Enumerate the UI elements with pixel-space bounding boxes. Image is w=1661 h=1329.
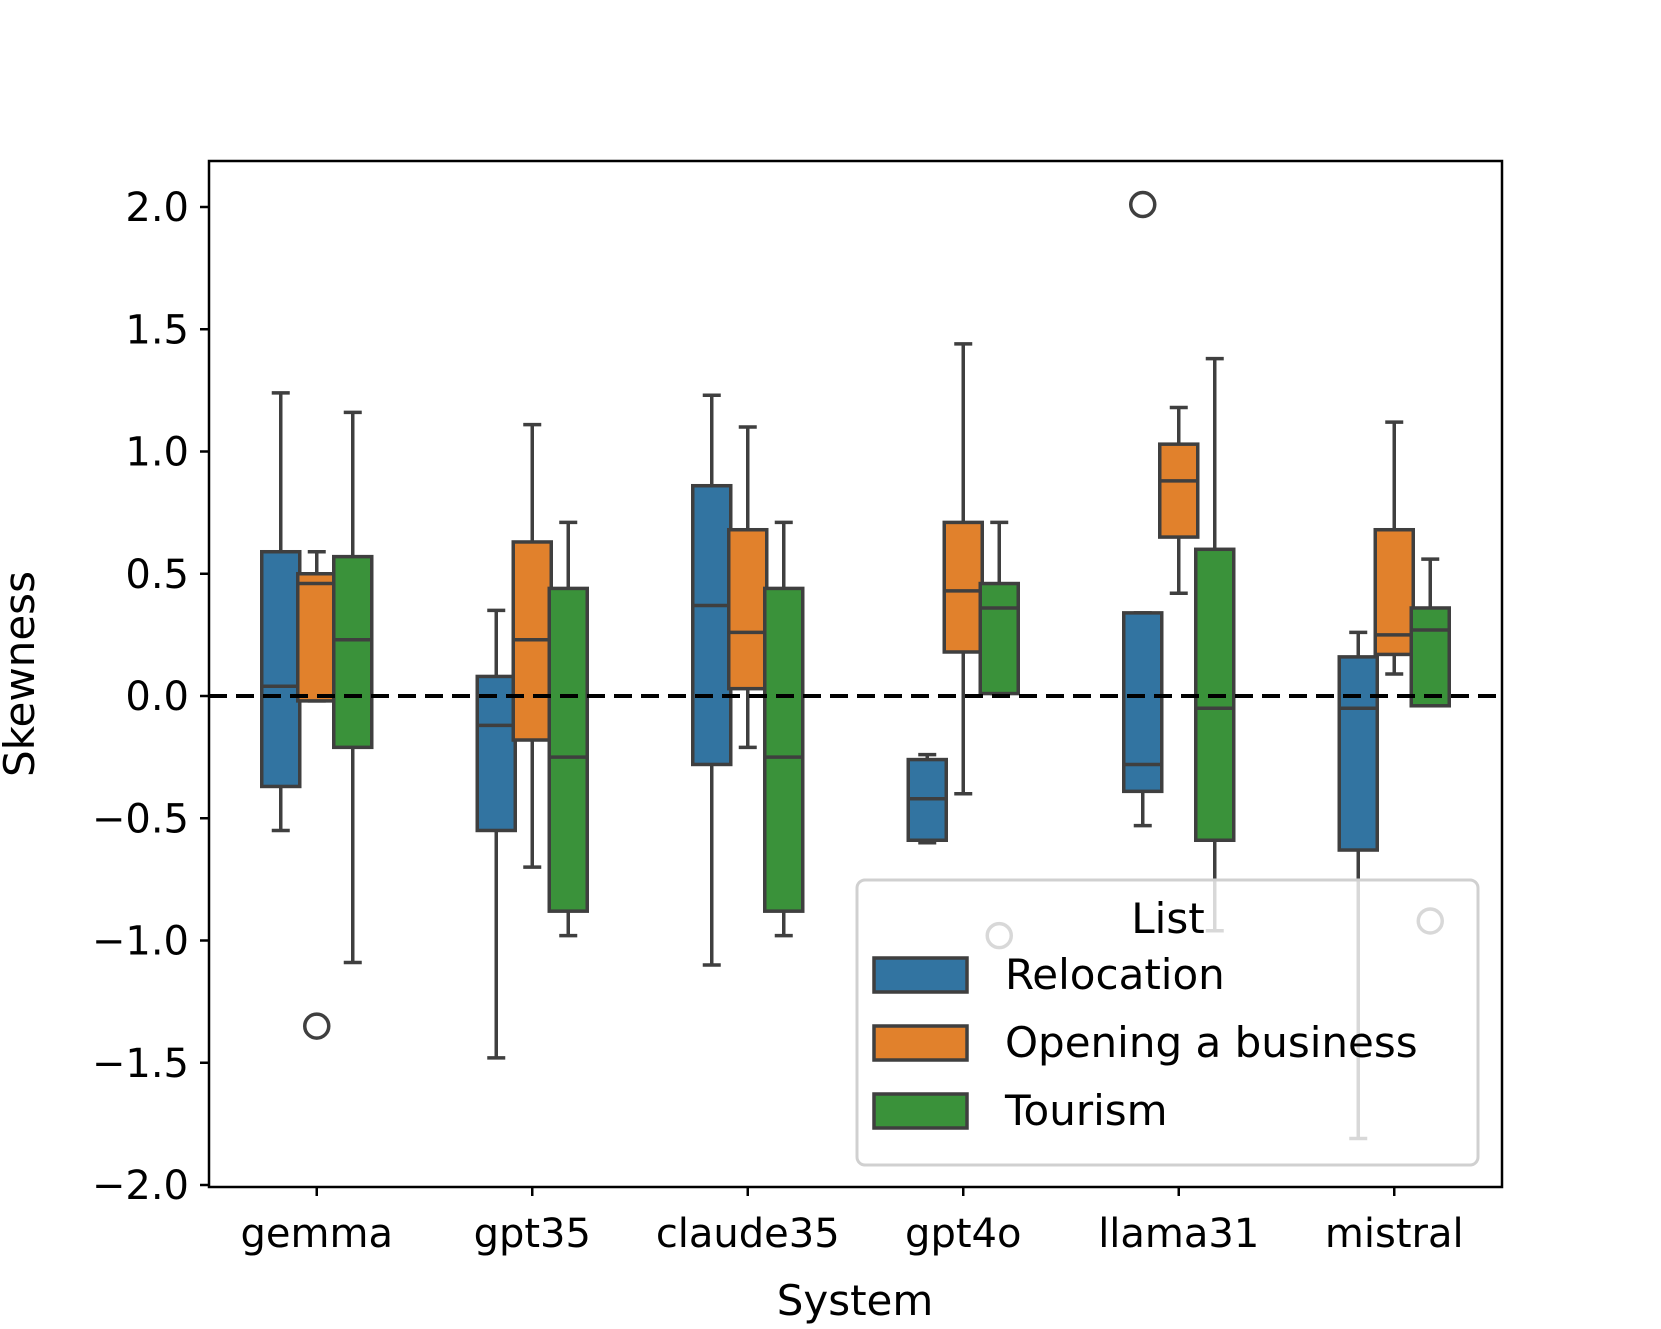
- box-gpt4o-1: [942, 342, 984, 796]
- y-axis-ticks: −2.0 −1.5 −1.0 −0.5 0.0 0.5 1.0 1.5 2.0: [92, 185, 209, 1209]
- outlier-point: [1129, 190, 1157, 219]
- legend: List Relocation Opening a business Tourism: [855, 878, 1480, 1167]
- iqr-box: [1122, 611, 1164, 794]
- x-tick-label: mistral: [1325, 1211, 1464, 1257]
- x-tick-label: gpt4o: [905, 1211, 1021, 1257]
- y-tick-label: 0.0: [125, 674, 189, 720]
- legend-items: Relocation Opening a business Tourism: [872, 950, 1418, 1135]
- iqr-box: [1337, 655, 1379, 852]
- y-tick-label: 0.5: [125, 552, 189, 598]
- y-tick-label: −1.0: [92, 919, 189, 965]
- y-tick-label: 1.5: [125, 307, 189, 353]
- x-axis-ticks: gemma gpt35 claude35 gpt4o llama31 mistral: [241, 1187, 1464, 1257]
- x-tick-label: gpt35: [474, 1211, 591, 1257]
- iqr-box: [260, 549, 302, 789]
- legend-swatch: [872, 956, 969, 994]
- iqr-box: [942, 520, 984, 654]
- x-tick-label: gemma: [241, 1211, 393, 1257]
- box-gpt35-2: [547, 520, 589, 938]
- y-axis-label: Skewness: [0, 571, 44, 777]
- y-tick-label: −0.5: [92, 796, 189, 842]
- box-mistral-2: [1409, 557, 1451, 935]
- box-gemma-0: [260, 391, 302, 833]
- iqr-box: [332, 554, 374, 750]
- iqr-box: [691, 483, 733, 767]
- y-tick-label: 2.0: [125, 185, 189, 231]
- x-axis-label: System: [777, 1276, 934, 1325]
- iqr-box: [547, 586, 589, 913]
- box-claude35-1: [727, 425, 769, 750]
- box-gpt4o-0: [906, 752, 948, 845]
- legend-swatch: [872, 1024, 969, 1062]
- iqr-box: [1409, 606, 1451, 708]
- box-gpt35-0: [475, 608, 517, 1060]
- legend-item: Relocation: [872, 950, 1225, 999]
- iqr-box: [475, 674, 517, 833]
- box-gpt4o-2: [978, 520, 1020, 950]
- x-tick-label: claude35: [656, 1211, 840, 1257]
- iqr-box: [1158, 442, 1200, 539]
- legend-title: List: [1131, 894, 1204, 943]
- iqr-box: [978, 581, 1020, 696]
- box-llama31-0: [1122, 190, 1164, 828]
- iqr-box: [763, 586, 805, 913]
- legend-frame: [855, 878, 1480, 1167]
- x-tick-label: llama31: [1098, 1211, 1259, 1257]
- box-llama31-1: [1158, 405, 1200, 596]
- box-mistral-1: [1373, 420, 1415, 676]
- legend-label: Relocation: [1005, 950, 1225, 999]
- y-tick-label: −2.0: [92, 1163, 189, 1209]
- legend-item: Tourism: [872, 1086, 1168, 1135]
- box-claude35-0: [691, 393, 733, 967]
- legend-label: Opening a business: [1005, 1018, 1418, 1067]
- box-gpt35-1: [511, 422, 553, 869]
- outlier-point: [303, 1012, 331, 1040]
- box-gemma-1: [296, 549, 338, 1040]
- legend-item: Opening a business: [872, 1018, 1418, 1067]
- y-tick-label: −1.5: [92, 1041, 189, 1087]
- plot-area: [209, 190, 1502, 1141]
- iqr-box: [296, 572, 338, 703]
- box-claude35-2: [763, 520, 805, 938]
- box-gemma-2: [332, 410, 374, 965]
- box-llama31-2: [1194, 356, 1236, 933]
- y-tick-label: 1.0: [125, 430, 189, 476]
- legend-label: Tourism: [1004, 1086, 1168, 1135]
- axes-frame: [207, 159, 1504, 1189]
- legend-swatch: [872, 1092, 969, 1130]
- iqr-box: [727, 527, 769, 691]
